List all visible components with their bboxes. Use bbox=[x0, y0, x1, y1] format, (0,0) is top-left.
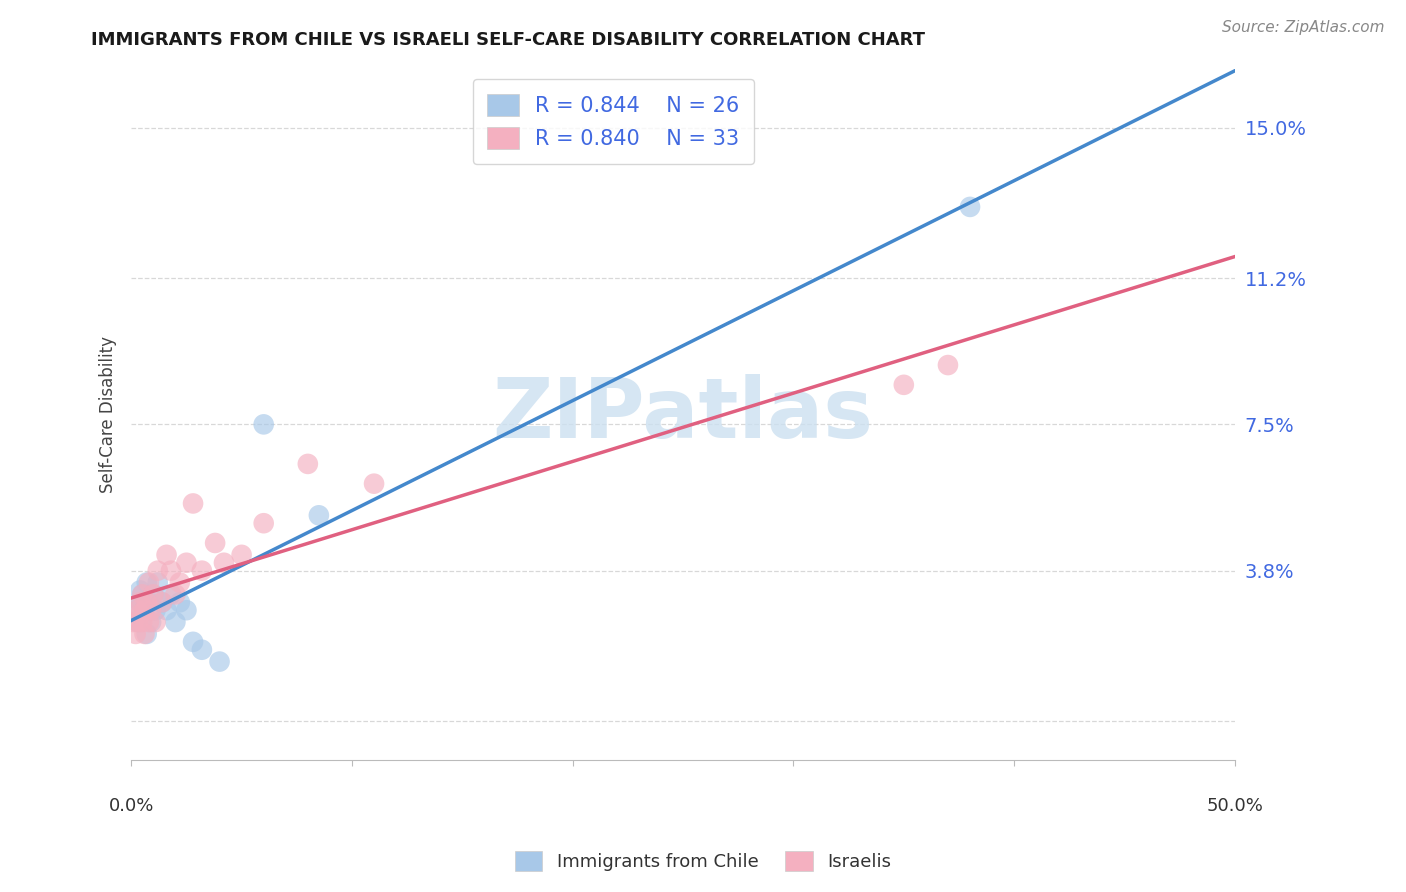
Point bbox=[131, 611, 153, 625]
Point bbox=[959, 200, 981, 214]
Point bbox=[142, 587, 165, 601]
Text: ZIPatlas: ZIPatlas bbox=[492, 374, 873, 455]
Text: Source: ZipAtlas.com: Source: ZipAtlas.com bbox=[1222, 20, 1385, 35]
Point bbox=[181, 635, 204, 649]
Point bbox=[165, 615, 187, 629]
Point bbox=[231, 548, 253, 562]
Point bbox=[155, 603, 177, 617]
Point bbox=[139, 615, 162, 629]
Point bbox=[135, 575, 157, 590]
Point bbox=[176, 603, 198, 617]
Legend: R = 0.844    N = 26, R = 0.840    N = 33: R = 0.844 N = 26, R = 0.840 N = 33 bbox=[472, 78, 754, 164]
Point bbox=[142, 587, 165, 601]
Point bbox=[363, 476, 385, 491]
Point bbox=[131, 615, 153, 629]
Point bbox=[893, 377, 915, 392]
Point bbox=[129, 583, 152, 598]
Point bbox=[127, 615, 149, 629]
Point bbox=[150, 595, 173, 609]
Point bbox=[160, 587, 183, 601]
Legend: Immigrants from Chile, Israelis: Immigrants from Chile, Israelis bbox=[508, 844, 898, 879]
Point bbox=[138, 575, 160, 590]
Point bbox=[122, 615, 145, 629]
Point bbox=[212, 556, 235, 570]
Point bbox=[124, 603, 146, 617]
Text: 0.0%: 0.0% bbox=[108, 797, 153, 814]
Point bbox=[165, 587, 187, 601]
Point bbox=[297, 457, 319, 471]
Point bbox=[169, 575, 191, 590]
Point bbox=[204, 536, 226, 550]
Point bbox=[150, 595, 173, 609]
Point bbox=[129, 595, 152, 609]
Point bbox=[145, 603, 167, 617]
Point bbox=[208, 655, 231, 669]
Point bbox=[936, 358, 959, 372]
Point bbox=[138, 595, 160, 609]
Point bbox=[181, 496, 204, 510]
Y-axis label: Self-Care Disability: Self-Care Disability bbox=[100, 336, 117, 493]
Point bbox=[134, 603, 156, 617]
Point bbox=[191, 564, 214, 578]
Point bbox=[253, 516, 276, 531]
Point bbox=[191, 642, 214, 657]
Point bbox=[135, 627, 157, 641]
Point bbox=[129, 595, 152, 609]
Point bbox=[169, 595, 191, 609]
Point bbox=[308, 508, 330, 523]
Point bbox=[145, 615, 167, 629]
Point bbox=[135, 595, 157, 609]
Point bbox=[253, 417, 276, 432]
Point bbox=[134, 603, 156, 617]
Text: 50.0%: 50.0% bbox=[1206, 797, 1264, 814]
Text: IMMIGRANTS FROM CHILE VS ISRAELI SELF-CARE DISABILITY CORRELATION CHART: IMMIGRANTS FROM CHILE VS ISRAELI SELF-CA… bbox=[91, 31, 925, 49]
Point bbox=[160, 564, 183, 578]
Point bbox=[139, 603, 162, 617]
Point bbox=[127, 615, 149, 629]
Point bbox=[134, 627, 156, 641]
Point bbox=[127, 603, 149, 617]
Point bbox=[146, 564, 169, 578]
Point bbox=[155, 548, 177, 562]
Point bbox=[176, 556, 198, 570]
Point bbox=[131, 587, 153, 601]
Point bbox=[138, 615, 160, 629]
Point bbox=[146, 575, 169, 590]
Point bbox=[124, 627, 146, 641]
Point bbox=[129, 607, 152, 622]
Point bbox=[131, 587, 153, 601]
